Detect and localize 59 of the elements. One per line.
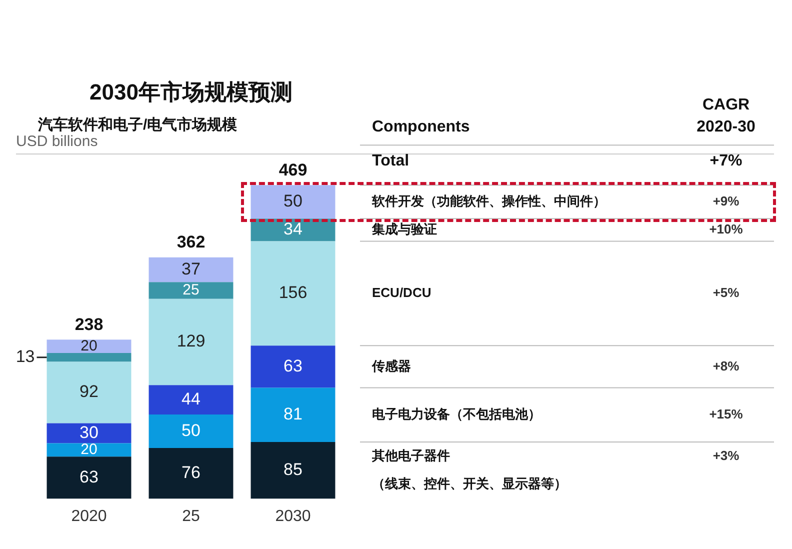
data-label: 156 xyxy=(278,283,308,302)
total-label: 238 xyxy=(74,314,104,334)
text: +8% xyxy=(712,358,740,374)
bar xyxy=(148,257,234,282)
text: +9% xyxy=(712,193,740,208)
data-label: 92 xyxy=(80,382,98,402)
bar xyxy=(46,353,132,362)
data-label: 13 xyxy=(16,347,35,366)
data-label: 129 xyxy=(176,332,206,351)
data-label: 50 xyxy=(182,420,200,440)
bar xyxy=(46,340,132,353)
bar xyxy=(46,456,132,499)
bar xyxy=(46,423,132,444)
data-label: 63 xyxy=(284,356,302,376)
data-label: 76 xyxy=(182,463,200,482)
bar xyxy=(250,241,336,346)
chart-subtitle: 汽车软件和电子/电气市场规模 xyxy=(37,116,238,134)
data-label: 50 xyxy=(284,192,302,211)
text: +10% xyxy=(709,222,744,237)
data-label: 34 xyxy=(284,220,302,239)
data-label: 25 xyxy=(182,282,200,299)
text: 集成与验证 xyxy=(371,222,437,237)
data-label: 81 xyxy=(284,404,302,424)
data-label: 20 xyxy=(80,441,98,458)
bar xyxy=(148,298,234,386)
text: +15% xyxy=(709,406,744,422)
bar xyxy=(148,414,234,448)
text: +7% xyxy=(710,152,742,170)
text: Total xyxy=(372,152,410,170)
bar xyxy=(148,385,234,415)
text: Components xyxy=(372,118,470,136)
data-label: 37 xyxy=(182,259,200,278)
bar xyxy=(46,362,132,424)
x-tick-label: 2020 xyxy=(71,508,107,525)
data-label: 63 xyxy=(80,467,98,486)
bar xyxy=(148,282,234,299)
bar xyxy=(250,442,336,499)
data-label: 85 xyxy=(284,460,302,480)
text: 传感器 xyxy=(371,358,411,374)
x-tick-label: 25 xyxy=(182,508,200,525)
data-label: 44 xyxy=(182,390,200,409)
data-label: 30 xyxy=(80,422,98,442)
bar xyxy=(148,448,234,499)
bar xyxy=(250,185,336,219)
text: 其他电子器件（线束、控件、开关、显示器等） xyxy=(371,448,567,491)
total-label: 362 xyxy=(176,232,206,252)
text: ECU/DCU xyxy=(372,285,432,300)
text: CAGR 2020-30 xyxy=(696,96,756,136)
bar xyxy=(250,346,336,388)
chart-title: 2030年市场规模预测 xyxy=(90,79,292,104)
text: +3% xyxy=(712,448,740,463)
text: 软件开发（功能软件、操作性、中间件） xyxy=(371,193,606,208)
total-label: 469 xyxy=(278,160,308,180)
text: +5% xyxy=(712,285,740,300)
y-axis-title: USD billions xyxy=(16,133,98,150)
bar xyxy=(250,388,336,442)
data-label: 20 xyxy=(80,337,98,354)
x-tick-label: 2030 xyxy=(275,508,311,525)
text: 电子电力设备（不包括电池） xyxy=(372,406,541,422)
